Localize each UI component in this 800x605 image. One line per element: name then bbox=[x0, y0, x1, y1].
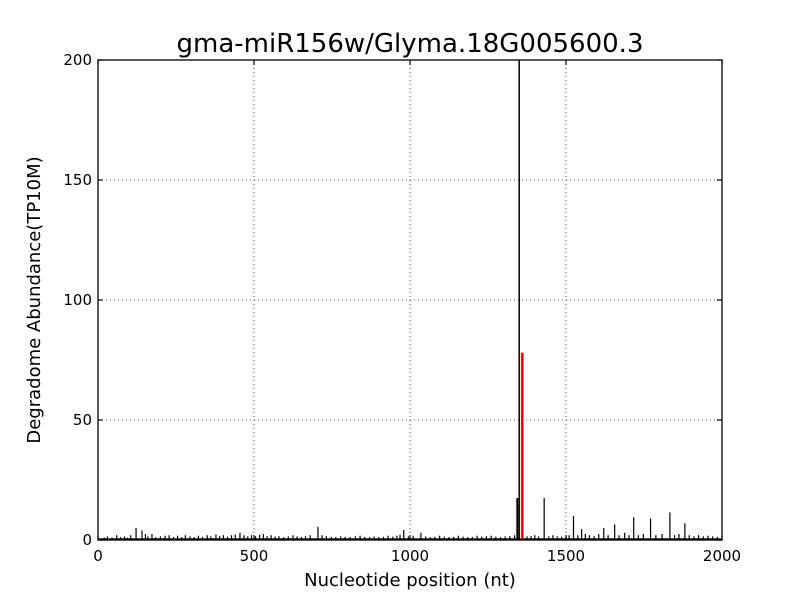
y-tick-label: 200 bbox=[63, 51, 92, 69]
x-tick-label: 1000 bbox=[391, 547, 429, 565]
gridlines bbox=[98, 60, 722, 540]
y-tick-label: 150 bbox=[63, 171, 92, 189]
tick-labels: 0 500 1000 1500 2000 0 50 100 150 200 bbox=[63, 51, 741, 565]
x-tick-label: 500 bbox=[240, 547, 269, 565]
x-tick-label: 1500 bbox=[547, 547, 585, 565]
chart-title: gma-miR156w/Glyma.18G005600.3 bbox=[177, 29, 644, 59]
y-tick-label: 50 bbox=[73, 411, 92, 429]
x-tick-label: 2000 bbox=[703, 547, 741, 565]
y-tick-label: 100 bbox=[63, 291, 92, 309]
x-axis-label: Nucleotide position (nt) bbox=[304, 570, 516, 591]
y-axis-label: Degradome Abundance(TP10M) bbox=[24, 156, 45, 443]
tick-marks bbox=[97, 59, 723, 541]
y-tick-label: 0 bbox=[82, 531, 92, 549]
cleavage-site-markers bbox=[516, 60, 524, 540]
x-tick-label: 0 bbox=[93, 547, 103, 565]
